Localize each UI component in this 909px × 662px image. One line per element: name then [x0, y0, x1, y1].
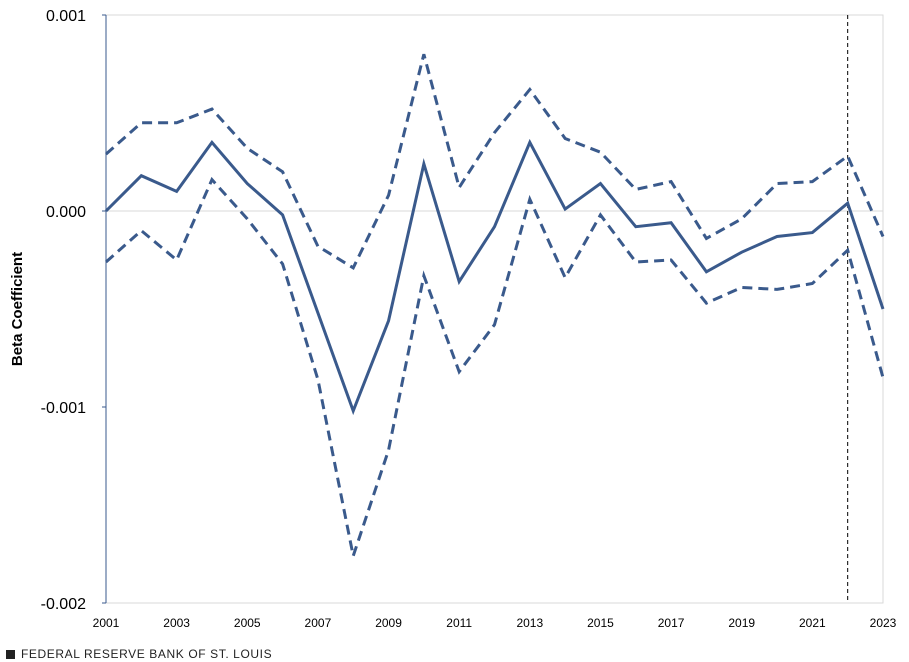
series-line-upper-bound	[105, 53, 885, 270]
x-tick-label: 2009	[375, 616, 402, 630]
x-tick-label: 2003	[163, 616, 190, 630]
source-footer: FEDERAL RESERVE BANK OF ST. LOUIS	[6, 646, 272, 662]
series-layer	[104, 53, 885, 562]
x-tick-label: 2001	[93, 616, 120, 630]
x-tick-label: 2011	[446, 616, 472, 630]
x-tick-labels: 2001 2003 2005 2007 2009 2011 2013 2015 2017 2019…	[93, 616, 897, 630]
y-tick-label: 0.001	[46, 8, 86, 25]
x-tick-label: 2007	[305, 616, 332, 630]
x-tick-label: 2013	[516, 616, 543, 630]
x-tick-label: 2017	[658, 616, 685, 630]
y-tick-labels: 0.001 0.000 -0.001 -0.002	[41, 8, 106, 613]
plot-frame	[105, 14, 884, 604]
series-line-lower-bound	[105, 176, 885, 562]
x-tick-label: 2015	[587, 616, 614, 630]
y-tick-label: -0.001	[41, 400, 86, 417]
series-line-estimate	[104, 138, 885, 416]
x-tick-label: 2019	[728, 616, 755, 630]
y-tick-label: -0.002	[41, 596, 86, 613]
x-tick-label: 2021	[799, 616, 826, 630]
y-axis-title: Beta Coefficient	[9, 252, 26, 366]
source-text: FEDERAL RESERVE BANK OF ST. LOUIS	[21, 647, 273, 661]
x-tick-label: 2023	[870, 616, 897, 630]
x-tick-label: 2005	[234, 616, 261, 630]
y-tick-label: 0.000	[46, 204, 86, 221]
footer-square-icon	[6, 649, 15, 659]
